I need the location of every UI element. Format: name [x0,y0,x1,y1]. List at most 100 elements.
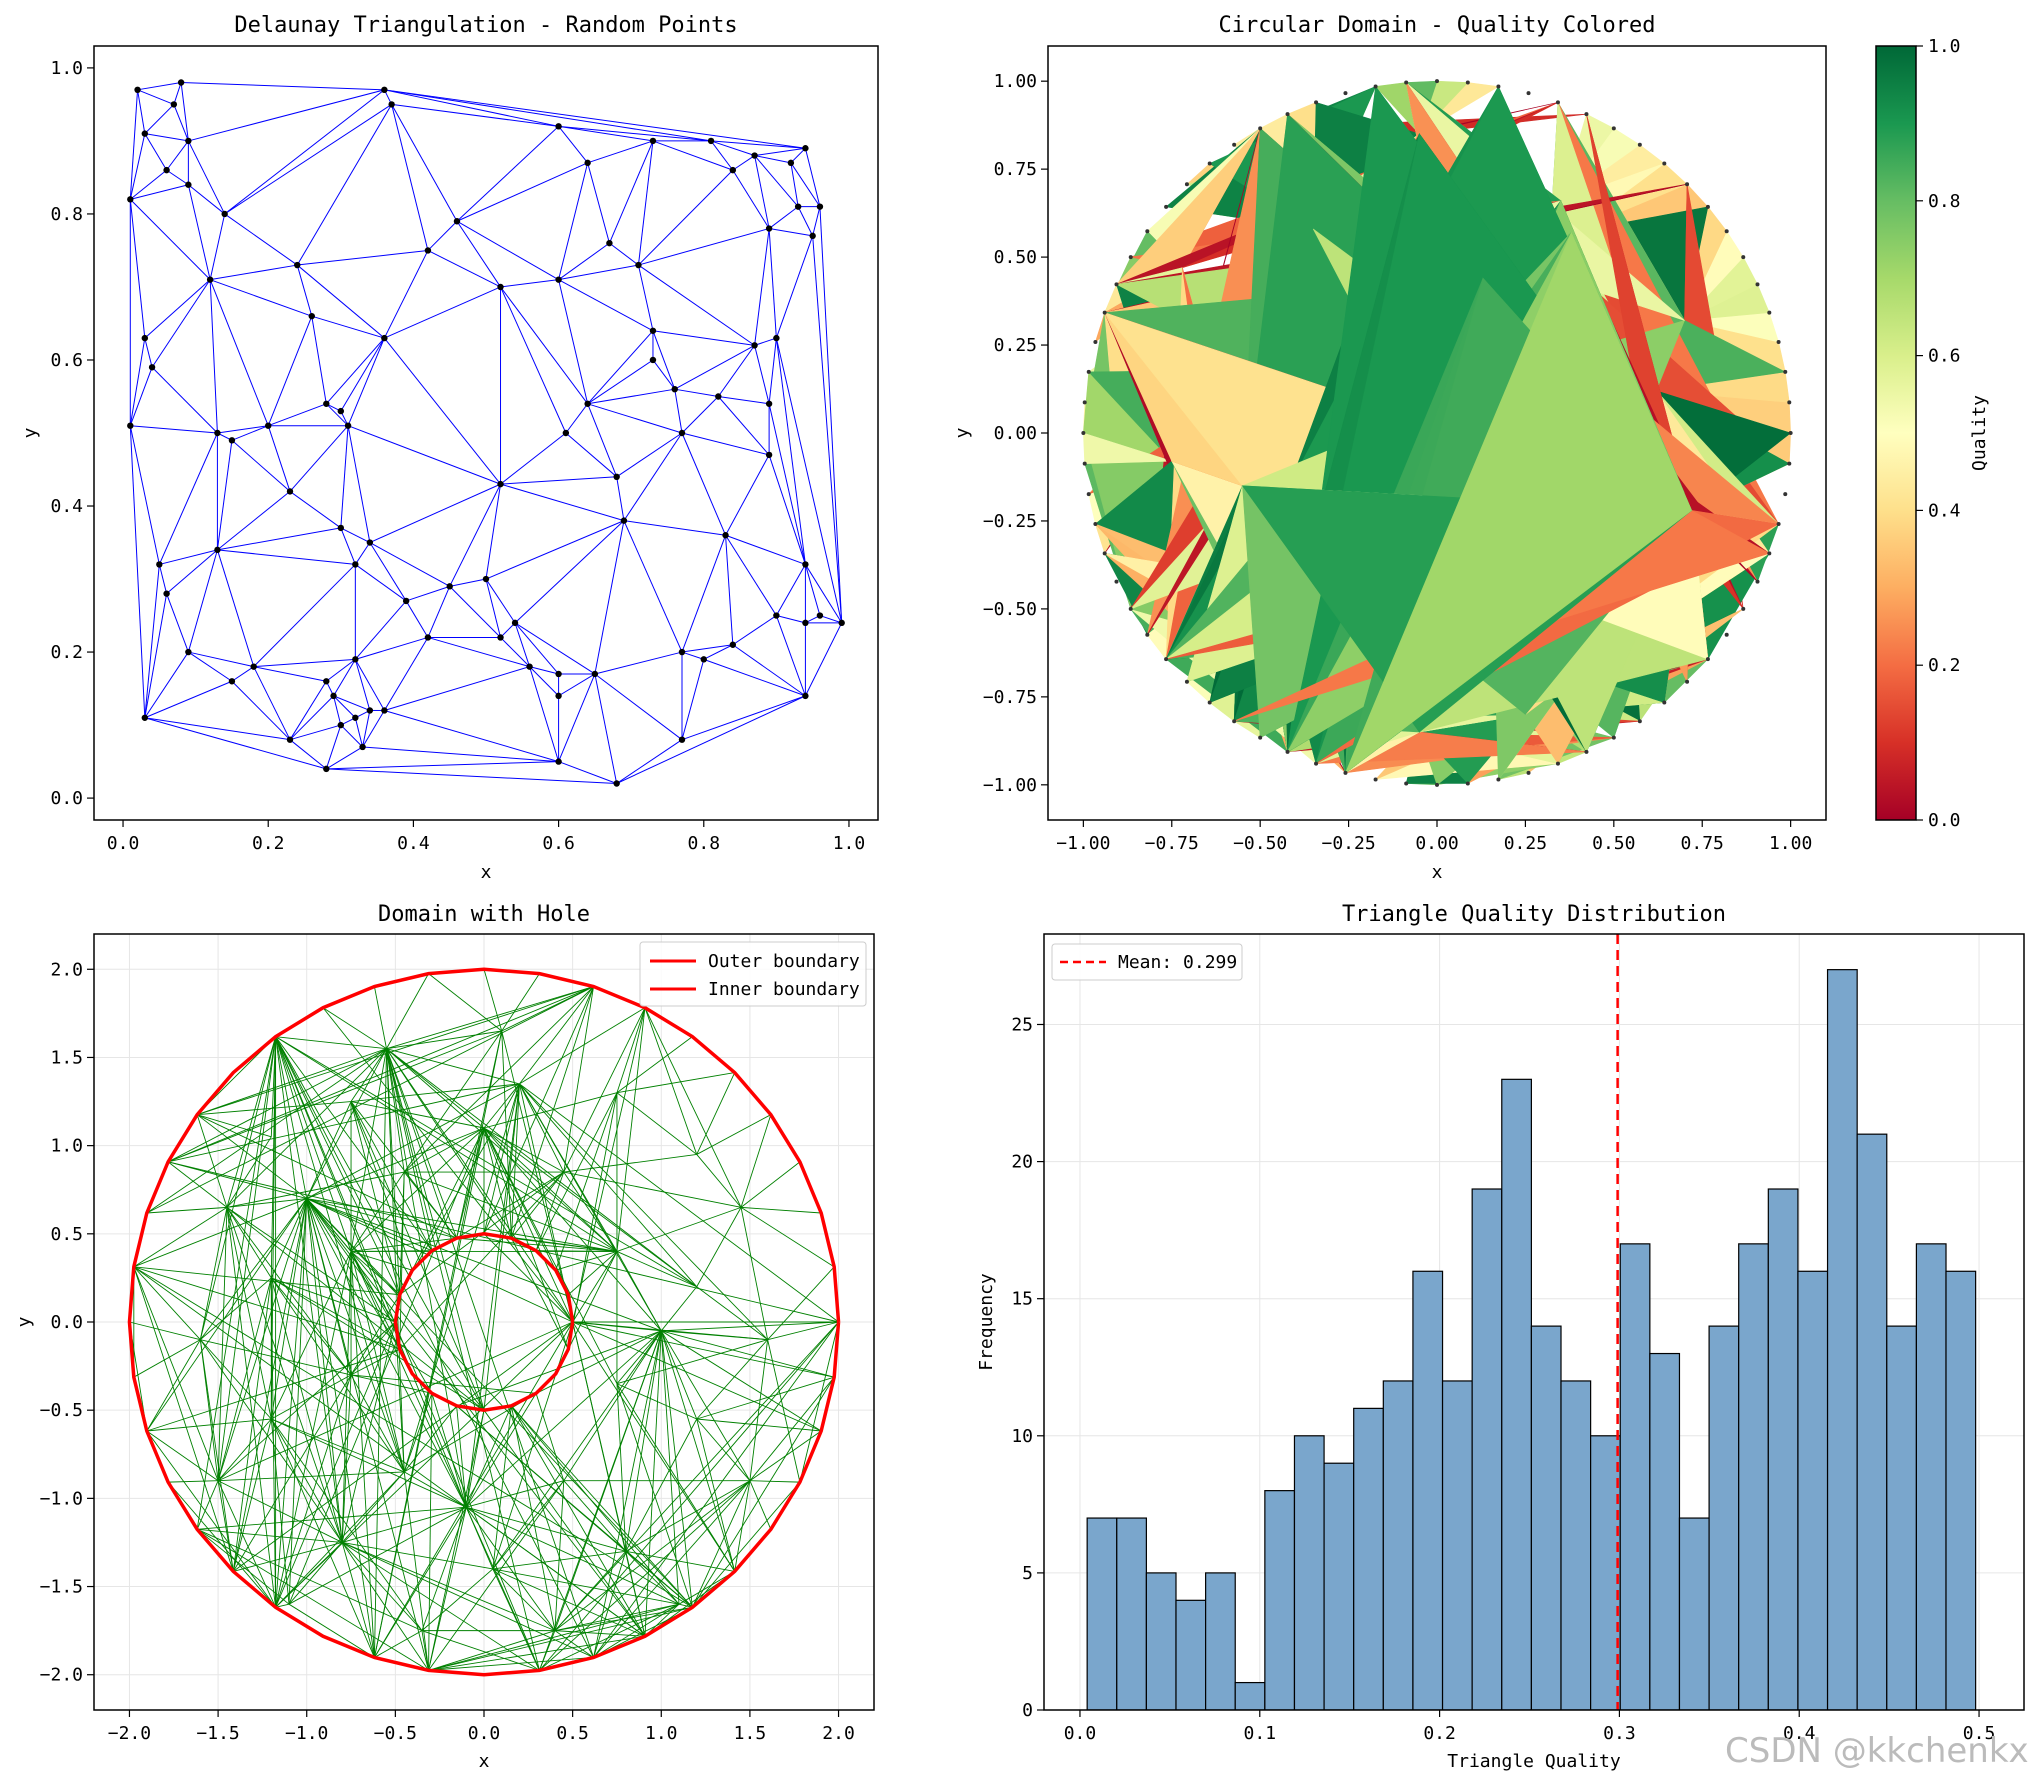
hole-mesh-edge [644,1007,742,1208]
legend-mean-label: Mean: 0.299 [1118,952,1237,973]
hole-mesh-edge [196,1528,429,1671]
delaunay-point [359,743,366,751]
delaunay-edge [391,103,559,127]
delaunay-edge [383,250,429,339]
hole-mesh-edge [270,1418,343,1543]
delaunay-point [170,101,178,108]
hist-bar [1856,1133,1888,1710]
hole-mesh-edge [563,986,595,1173]
hist-bar [1145,1572,1177,1710]
boundary-point [1232,142,1237,147]
hole-mesh-edge [306,1198,646,1637]
delaunay-edge [449,578,487,587]
hole-mesh-edge [342,1542,493,1570]
delaunay-point [482,575,490,583]
hole-mesh-edge [133,1198,307,1268]
boundary-point [1093,339,1098,344]
hole-mesh-edge [572,1321,736,1572]
delaunay-point [802,145,809,152]
delaunay-edge [405,585,450,602]
delaunay-point [308,312,315,320]
delaunay-point [671,385,678,393]
delaunay-edge [529,666,560,762]
hole-mesh-edge [306,1198,401,1350]
hole-mesh-edge [232,1418,272,1572]
hole-mesh-edge [217,1321,396,1482]
boundary-point [1258,126,1263,131]
delaunay-edge [253,564,356,668]
hole-mesh-edge [539,1480,751,1671]
hole-mesh-edge [226,1136,272,1208]
hole-mesh-edge [644,1007,698,1155]
delaunay-edge [187,140,226,215]
delaunay-point [250,663,257,670]
x-tick-label: 0.75 [1681,833,1724,854]
x-tick-label: 0.2 [1423,1723,1456,1744]
x-tick-label: 2.0 [822,1723,855,1744]
x-tick-label: −1.00 [1056,833,1110,854]
x-tick-label: 1.5 [734,1723,767,1744]
delaunay-edge [623,520,726,536]
hole-mesh-edge [501,1030,512,1239]
x-tick-label: 0.2 [252,833,285,854]
hole-mesh-edge [625,1418,698,1552]
hole-mesh-edge [270,1277,405,1473]
delaunay-edge [514,520,625,624]
delaunay-edge [384,89,712,142]
hole-mesh-edge [483,1409,646,1637]
hole-mesh-edge [288,1542,343,1605]
x-tick-label: −0.50 [1233,833,1287,854]
hole-mesh-edge [749,1339,769,1481]
hole-mesh-edge [428,973,503,1032]
x-tick-label: 0.0 [107,833,140,854]
delaunay-edge [754,147,806,157]
panel-histogram: Triangle Quality Distribution 0.0 0.1 0.2 0… [976,902,2025,1772]
boundary-point [1373,84,1378,89]
delaunay-edge [129,133,146,200]
hole-mesh-edge [428,1657,594,1671]
boundary-point [1741,606,1746,611]
hole-title: Domain with Hole [378,902,590,927]
delaunay-edge [158,564,168,594]
delaunay-point [141,334,149,342]
boundary-point [1207,161,1212,166]
x-tick-label: 0.00 [1415,833,1458,854]
hist-x-ticks: 0.0 0.1 0.2 0.3 0.4 0.5 [1064,1710,1995,1744]
hole-mesh-edge [483,986,594,1235]
hole-mesh-edge [306,1198,429,1671]
hole-mesh-edge [350,1048,387,1252]
hole-mesh-edge [625,1550,735,1572]
hole-mesh-edge [133,1266,400,1350]
hole-mesh-edge [456,1127,485,1239]
colorbar-tick-label: 1.0 [1928,36,1961,57]
hole-mesh-edge [431,1393,467,1508]
delaunay-point [286,736,294,743]
delaunay-edge [587,330,654,405]
delaunay-edge [594,673,618,784]
delaunay-edge [609,242,639,266]
delaunay-edge [129,199,146,339]
hole-mesh-edge [403,1405,457,1473]
hole-mesh-edge [167,1030,502,1163]
hole-mesh-edge [342,1542,556,1632]
delaunay-point [838,619,845,627]
delaunay-edge [355,564,407,602]
delaunay-edge [565,403,589,434]
delaunay-edge [362,710,371,748]
delaunay-point [221,210,228,218]
boundary-point [1435,782,1439,787]
hole-mesh-edge [270,1036,277,1420]
hole-mesh-edge [572,1321,646,1637]
delaunay-edge [681,644,733,653]
delaunay-edge [427,586,451,638]
hole-mesh-edge [275,1036,387,1050]
hole-mesh-edge [616,1092,698,1155]
hole-mesh-edge [200,1198,308,1340]
delaunay-edge [819,206,843,623]
delaunay-edge [587,162,610,244]
delaunay-edge [638,169,734,266]
delaunay-edge [725,535,734,645]
delaunay-edge [129,89,139,200]
hole-mesh-edge [146,1206,227,1214]
